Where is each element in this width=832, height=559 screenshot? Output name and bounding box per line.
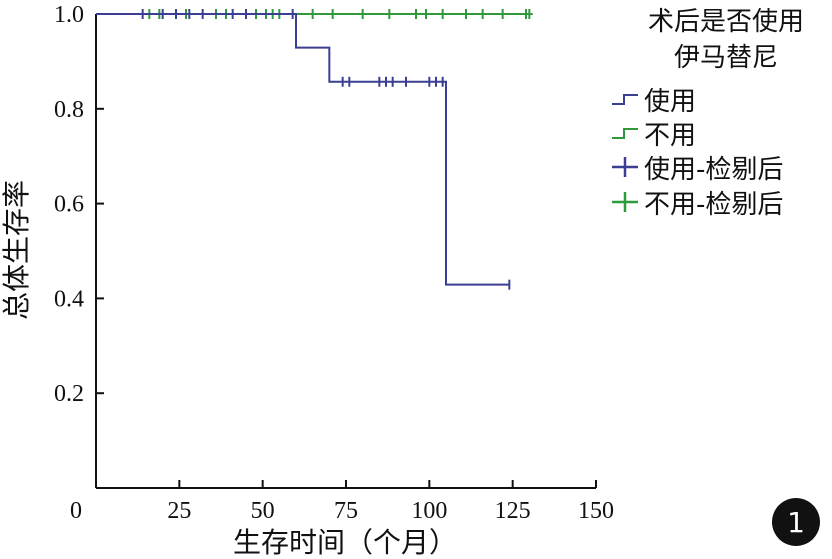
series-group — [96, 9, 511, 290]
plot-area: 0.2 0.4 0.6 0.8 1.0 0 25 50 75 100 125 150 — [54, 2, 614, 524]
legend-title-line1: 术后是否使用 — [648, 7, 804, 37]
x-tick-label: 75 — [334, 498, 358, 524]
legend-step-symbol — [612, 94, 638, 105]
y-ticks: 0.2 0.4 0.6 0.8 1.0 — [54, 2, 104, 407]
series-layer — [96, 9, 533, 290]
x-tick-label: 125 — [495, 498, 531, 524]
y-tick-label: 0.2 — [54, 381, 84, 407]
survival-curve — [96, 13, 510, 286]
x-axis-title: 生存时间（个月） — [233, 526, 457, 559]
badge-circle — [772, 498, 820, 546]
y-tick-label: 0.8 — [54, 97, 84, 123]
badge-label: 1 — [787, 506, 805, 539]
figure-badge: 1 — [772, 498, 820, 546]
y-tick-label: 1.0 — [54, 2, 84, 28]
x-tick-label: 25 — [167, 498, 191, 524]
legend-entry-label: 使用 — [644, 87, 696, 117]
legend-entry-label: 不用-检剔后 — [644, 190, 783, 220]
x-ticks: 0 25 50 75 100 125 150 — [70, 480, 614, 524]
x-tick-label: 100 — [411, 498, 447, 524]
y-axis-title: 总体生存率 — [0, 180, 33, 320]
y-tick-label: 0.4 — [54, 286, 84, 312]
x-tick-label: 150 — [578, 498, 614, 524]
legend-entry-label: 使用-检剔后 — [644, 155, 783, 185]
legend-title-line2: 伊马替尼 — [674, 43, 778, 73]
legend-entry-label: 不用 — [644, 121, 696, 151]
x-tick-label: 50 — [251, 498, 275, 524]
y-tick-label: 0.6 — [54, 192, 84, 218]
x-tick-label: 0 — [70, 498, 82, 524]
legend-step-symbol — [612, 128, 638, 139]
